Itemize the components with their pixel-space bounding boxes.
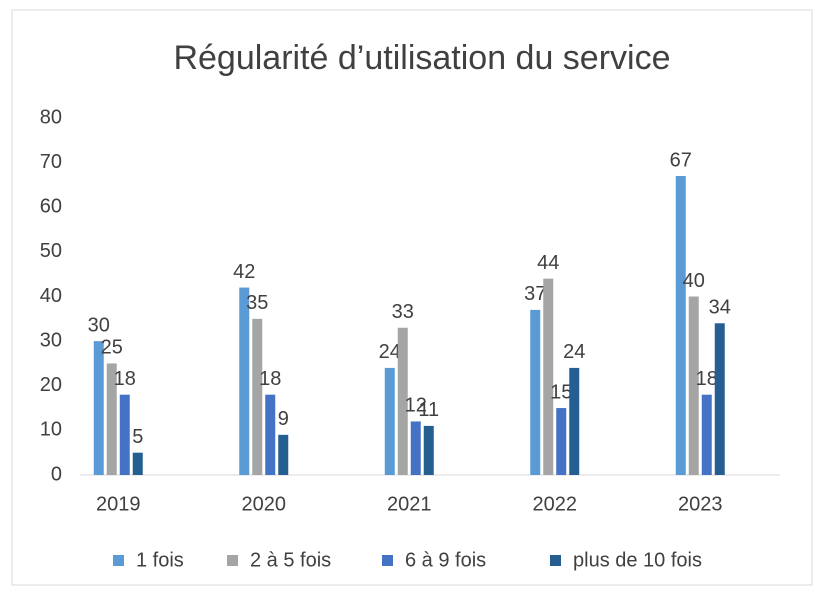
bar	[556, 408, 567, 475]
bar	[252, 318, 263, 475]
x-tick-label: 2023	[678, 493, 723, 515]
y-tick-label: 50	[40, 240, 62, 262]
data-label: 18	[696, 368, 718, 390]
y-tick-label: 60	[40, 196, 62, 218]
data-label: 24	[379, 341, 401, 363]
x-tick-label: 2022	[533, 493, 578, 515]
data-label: 30	[88, 314, 110, 336]
legend-swatch	[227, 555, 238, 566]
data-label: 44	[537, 252, 559, 274]
data-label: 5	[132, 426, 143, 448]
y-tick-label: 0	[51, 463, 62, 485]
data-label: 34	[709, 297, 731, 319]
bar	[265, 394, 276, 475]
y-tick-label: 10	[40, 419, 62, 441]
data-label: 9	[278, 408, 289, 430]
bar	[384, 367, 395, 475]
bar	[397, 327, 408, 475]
bar	[530, 309, 541, 475]
x-tick-label: 2020	[242, 493, 287, 515]
data-label: 15	[550, 381, 572, 403]
y-tick-label: 20	[40, 374, 62, 396]
bar	[714, 323, 725, 475]
bar	[278, 434, 289, 475]
bar	[569, 367, 580, 475]
data-label: 24	[563, 341, 585, 363]
bar	[410, 421, 421, 475]
data-label: 40	[683, 270, 705, 292]
y-tick-label: 80	[40, 106, 62, 128]
y-tick-label: 30	[40, 329, 62, 351]
chart-title: Régularité d’utilisation du service	[173, 39, 670, 77]
bar	[675, 176, 686, 475]
bar	[701, 394, 712, 475]
legend-label: 2 à 5 fois	[250, 549, 331, 571]
data-label: 37	[524, 283, 546, 305]
data-label: 25	[101, 337, 123, 359]
bar	[239, 287, 250, 475]
bar	[423, 425, 434, 475]
legend-label: 1 fois	[136, 549, 184, 571]
data-label: 18	[114, 368, 136, 390]
legend-swatch	[113, 555, 124, 566]
data-label: 12	[405, 395, 427, 417]
data-label: 42	[233, 261, 255, 283]
data-label: 18	[259, 368, 281, 390]
data-label: 11	[418, 399, 439, 421]
bar	[106, 363, 117, 475]
bar	[132, 452, 143, 475]
bar	[543, 278, 554, 475]
y-tick-label: 40	[40, 285, 62, 307]
legend-swatch	[550, 555, 561, 566]
legend-swatch	[382, 555, 393, 566]
legend-label: plus de 10 fois	[573, 549, 702, 571]
bar	[688, 296, 699, 475]
y-tick-label: 70	[40, 151, 62, 173]
x-tick-label: 2019	[96, 493, 141, 515]
data-label: 35	[246, 292, 268, 314]
bar	[119, 394, 130, 475]
legend-label: 6 à 9 fois	[405, 549, 486, 571]
data-label: 33	[392, 301, 414, 323]
bar	[93, 341, 104, 475]
data-label: 67	[670, 149, 692, 171]
x-tick-label: 2021	[387, 493, 432, 515]
